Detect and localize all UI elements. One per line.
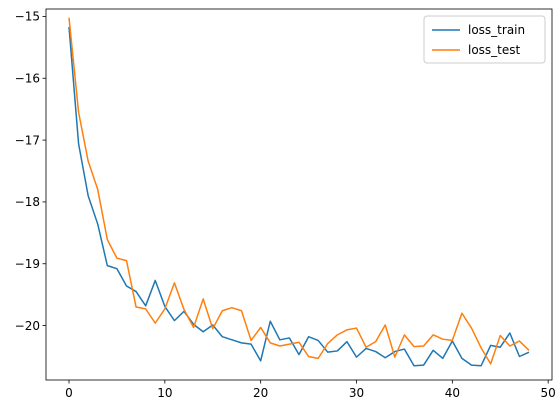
y-axis: −20 −19 −18 −17 −16 −15 xyxy=(15,10,46,333)
x-axis: 0 10 20 30 40 50 xyxy=(65,380,556,400)
x-tick-label: 20 xyxy=(253,386,268,400)
plot-area xyxy=(68,17,530,367)
y-tick-label: −16 xyxy=(15,71,40,85)
legend: loss_train loss_test xyxy=(423,15,546,64)
y-tick-label: −20 xyxy=(15,319,40,333)
x-tick-label: 50 xyxy=(541,386,556,400)
x-tick-label: 40 xyxy=(445,386,460,400)
x-tick-label: 0 xyxy=(65,386,73,400)
x-tick-label: 10 xyxy=(157,386,172,400)
legend-box xyxy=(423,15,546,64)
axes-frame xyxy=(45,8,553,381)
y-tick-label: −15 xyxy=(15,10,40,24)
y-tick-label: −19 xyxy=(15,257,40,271)
x-tick-label: 30 xyxy=(349,386,364,400)
y-tick-label: −18 xyxy=(15,195,40,209)
legend-label-loss-test: loss_test xyxy=(468,43,521,57)
legend-label-loss-train: loss_train xyxy=(468,23,525,37)
series-line-loss-train xyxy=(68,26,530,367)
y-tick-label: −17 xyxy=(15,133,40,147)
series-line-loss-test xyxy=(68,17,530,365)
